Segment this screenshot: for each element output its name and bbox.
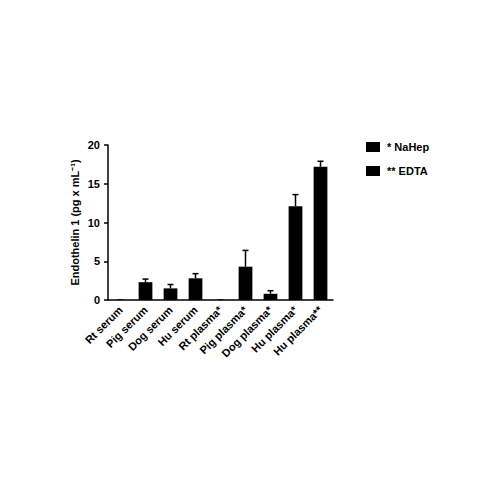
svg-text:Rt plasma*: Rt plasma* [176, 303, 225, 353]
svg-text:Pig plasma*: Pig plasma* [197, 303, 250, 357]
svg-text:Dog serum: Dog serum [125, 303, 175, 353]
svg-text:** EDTA: ** EDTA [387, 165, 428, 177]
svg-text:* NaHep: * NaHep [387, 141, 429, 153]
svg-text:15: 15 [88, 178, 100, 190]
svg-text:0: 0 [94, 294, 100, 306]
svg-text:Dog plasma*: Dog plasma* [219, 303, 275, 360]
svg-text:20: 20 [88, 139, 100, 151]
svg-text:5: 5 [94, 255, 100, 267]
svg-text:Rt serum: Rt serum [82, 303, 125, 346]
svg-text:Hu plasma**: Hu plasma** [271, 303, 325, 357]
svg-text:10: 10 [88, 217, 100, 229]
svg-text:Hu serum: Hu serum [155, 303, 200, 349]
svg-text:Endothelin 1 (pg x mL⁻¹): Endothelin 1 (pg x mL⁻¹) [69, 159, 81, 286]
svg-text:Pig serum: Pig serum [103, 303, 150, 350]
